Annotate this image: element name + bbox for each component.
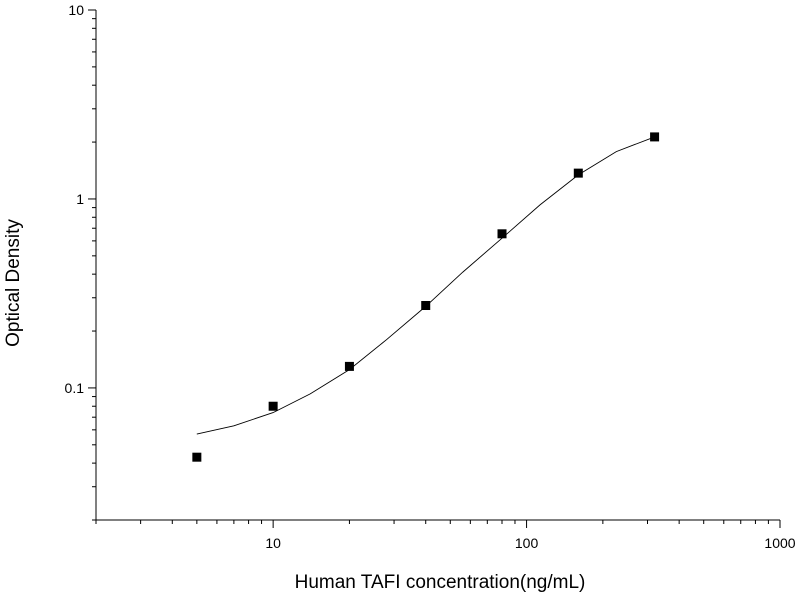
tick-labels-layer: 10 100 1000 0.1 1 10 <box>65 2 796 551</box>
data-point <box>344 361 354 371</box>
x-axis-title: Human TAFI concentration(ng/mL) <box>295 572 586 593</box>
x-tick-label: 10 <box>265 535 281 551</box>
y-tick-label: 1 <box>76 191 84 207</box>
data-point <box>421 301 431 311</box>
y-tick-label: 0.1 <box>65 380 85 396</box>
x-tick-label: 1000 <box>764 535 795 551</box>
axes <box>88 9 781 528</box>
x-tick-label: 100 <box>515 535 539 551</box>
data-point <box>268 401 278 411</box>
data-points-layer <box>192 132 660 462</box>
data-point <box>192 452 202 462</box>
data-point <box>497 229 507 239</box>
y-tick-label: 10 <box>68 2 84 18</box>
fit-curve-layer <box>196 136 655 435</box>
data-point <box>650 132 660 142</box>
y-axis-title: Optical Density <box>3 219 24 347</box>
data-point <box>573 168 583 178</box>
fit-curve <box>196 136 655 435</box>
